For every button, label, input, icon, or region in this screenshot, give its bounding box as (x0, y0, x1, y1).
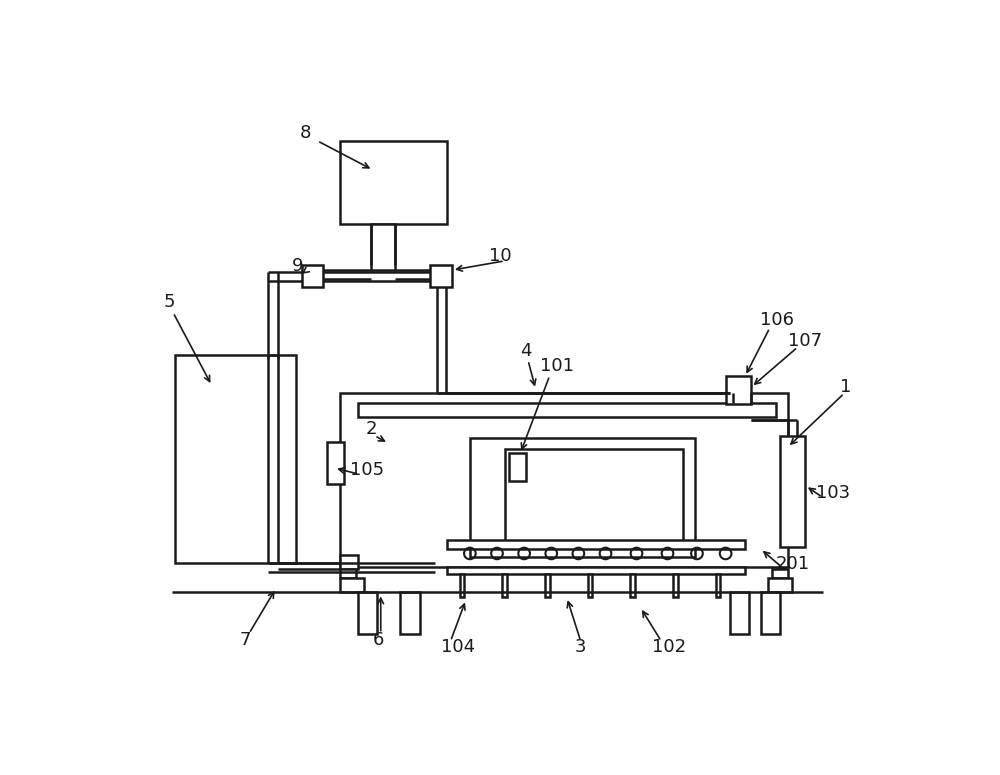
Bar (430, 266, 452, 287)
Bar (730, 592, 749, 634)
Bar (470, 438, 695, 557)
Text: 2: 2 (365, 420, 377, 438)
Text: 5: 5 (164, 294, 175, 312)
Bar (340, 555, 358, 569)
Bar (340, 578, 364, 592)
Bar (588, 574, 592, 598)
Bar (371, 224, 395, 270)
Text: 103: 103 (816, 484, 850, 502)
Bar (673, 574, 678, 598)
Text: 7: 7 (240, 631, 251, 649)
Bar (726, 377, 751, 404)
Text: 8: 8 (299, 124, 311, 142)
Bar (358, 592, 377, 634)
Text: 10: 10 (489, 247, 512, 265)
Bar (358, 403, 776, 417)
Bar (780, 436, 805, 547)
Bar (340, 141, 447, 224)
Bar (509, 453, 526, 481)
Text: 106: 106 (761, 311, 794, 329)
Bar (505, 449, 683, 542)
Text: 201: 201 (776, 555, 810, 574)
Bar (175, 355, 296, 563)
Bar (447, 567, 745, 574)
Text: 102: 102 (652, 639, 686, 656)
Bar (761, 592, 780, 634)
Bar (340, 569, 356, 578)
Bar (460, 574, 464, 598)
Bar (326, 442, 344, 484)
Text: 6: 6 (373, 631, 384, 649)
Text: 105: 105 (350, 461, 384, 479)
Bar (716, 574, 720, 598)
Text: 104: 104 (441, 639, 475, 656)
Bar (340, 393, 788, 567)
Bar (768, 578, 792, 592)
Bar (772, 569, 788, 578)
Text: 3: 3 (574, 639, 586, 656)
Bar (630, 574, 635, 598)
Bar (400, 592, 420, 634)
Bar (302, 266, 323, 287)
Text: 9: 9 (292, 257, 303, 275)
Bar (447, 539, 745, 549)
Bar (545, 574, 550, 598)
Text: 107: 107 (788, 332, 822, 350)
Bar (502, 574, 507, 598)
Text: 1: 1 (840, 378, 851, 396)
Text: 4: 4 (520, 342, 532, 360)
Text: 101: 101 (540, 357, 574, 375)
